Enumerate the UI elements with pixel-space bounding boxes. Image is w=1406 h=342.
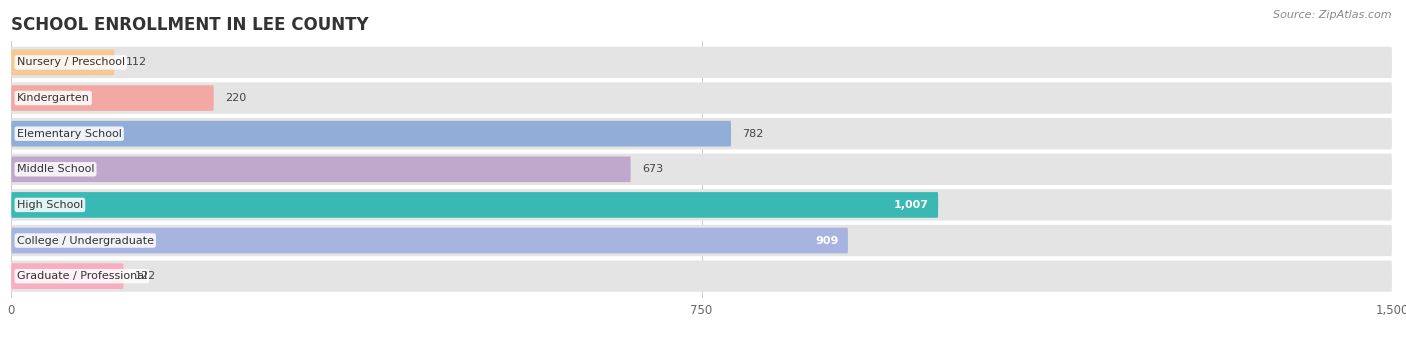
FancyBboxPatch shape — [11, 85, 214, 111]
Text: Elementary School: Elementary School — [17, 129, 122, 139]
Text: Source: ZipAtlas.com: Source: ZipAtlas.com — [1274, 10, 1392, 20]
Text: College / Undergraduate: College / Undergraduate — [17, 236, 153, 246]
Text: Nursery / Preschool: Nursery / Preschool — [17, 57, 125, 67]
Text: 220: 220 — [225, 93, 246, 103]
Text: 782: 782 — [742, 129, 763, 139]
FancyBboxPatch shape — [11, 154, 1392, 185]
FancyBboxPatch shape — [11, 118, 1392, 149]
FancyBboxPatch shape — [11, 189, 1392, 221]
Text: 112: 112 — [125, 57, 146, 67]
Text: SCHOOL ENROLLMENT IN LEE COUNTY: SCHOOL ENROLLMENT IN LEE COUNTY — [11, 16, 368, 34]
Text: Kindergarten: Kindergarten — [17, 93, 90, 103]
Text: 673: 673 — [641, 164, 662, 174]
FancyBboxPatch shape — [11, 225, 1392, 256]
Text: High School: High School — [17, 200, 83, 210]
FancyBboxPatch shape — [11, 121, 731, 146]
Text: Graduate / Professional: Graduate / Professional — [17, 271, 148, 281]
FancyBboxPatch shape — [11, 261, 1392, 292]
Text: 122: 122 — [135, 271, 156, 281]
Text: 1,007: 1,007 — [894, 200, 929, 210]
FancyBboxPatch shape — [11, 157, 631, 182]
FancyBboxPatch shape — [11, 47, 1392, 78]
Text: 909: 909 — [815, 236, 839, 246]
FancyBboxPatch shape — [11, 82, 1392, 114]
FancyBboxPatch shape — [11, 263, 124, 289]
FancyBboxPatch shape — [11, 192, 938, 218]
Text: Middle School: Middle School — [17, 164, 94, 174]
FancyBboxPatch shape — [11, 50, 114, 75]
FancyBboxPatch shape — [11, 228, 848, 253]
